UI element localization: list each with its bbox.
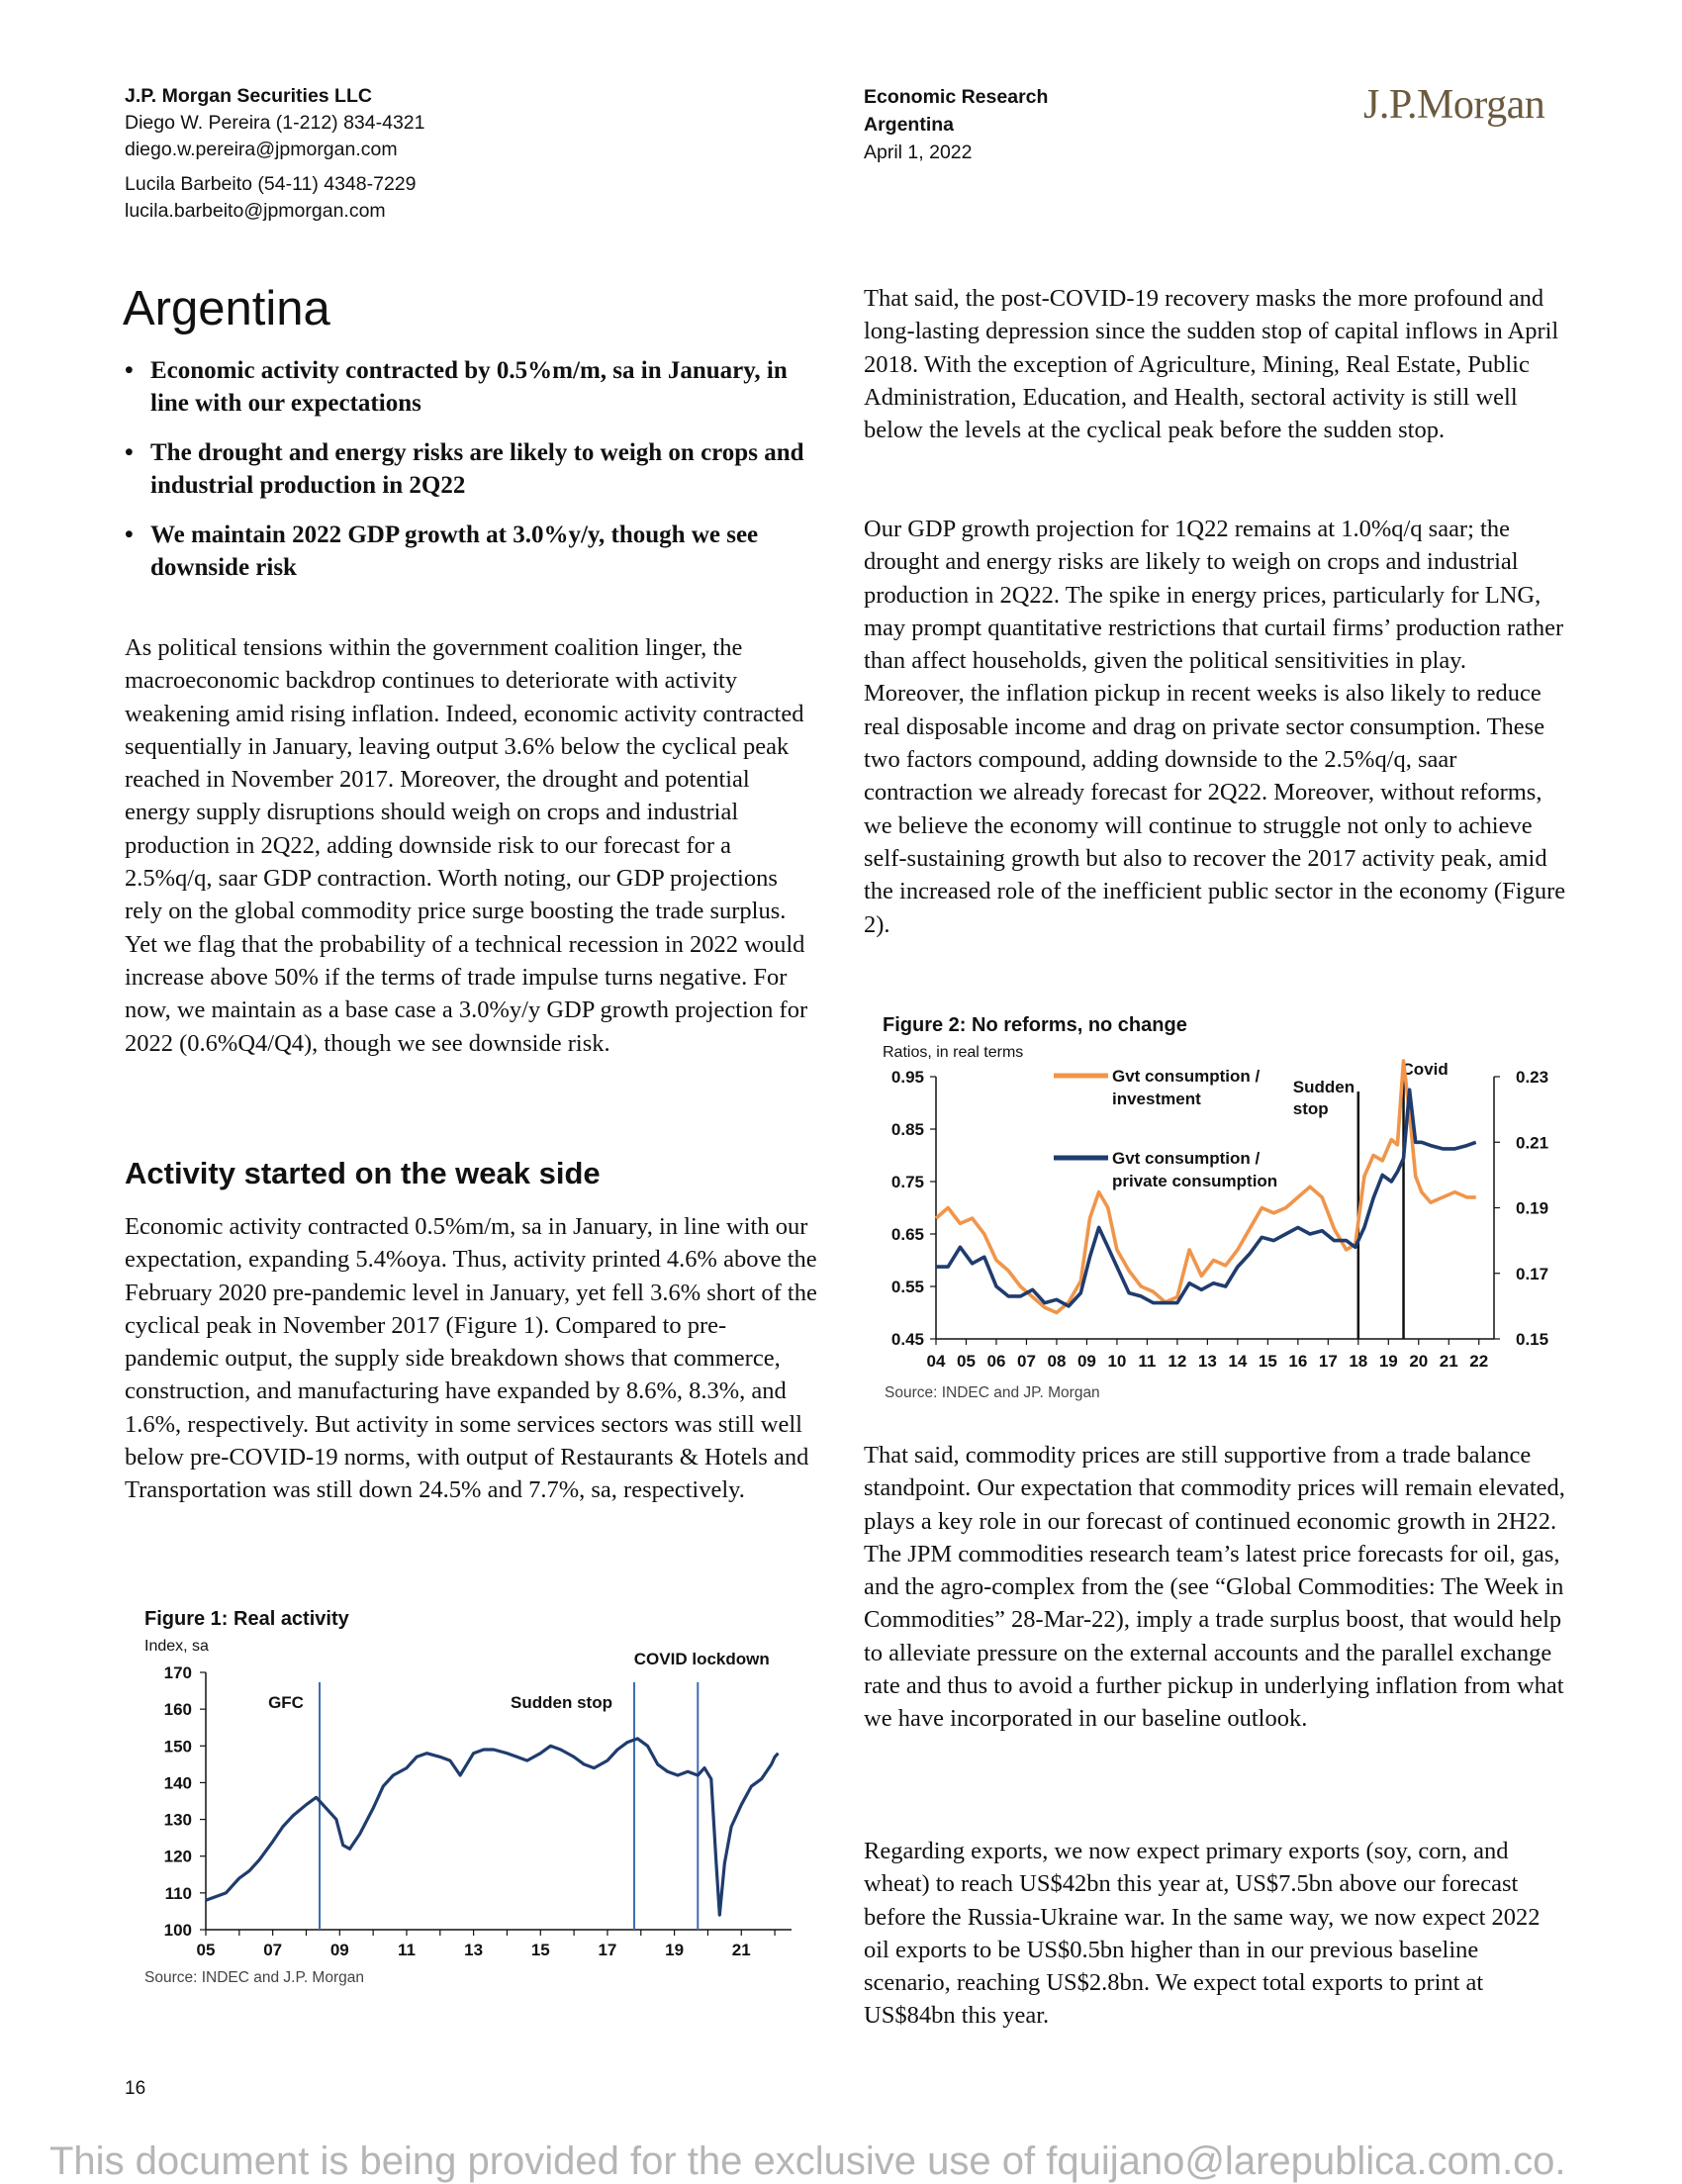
covid-label: Covid <box>1402 1060 1448 1079</box>
key-point: The drought and energy risks are likely … <box>123 436 815 502</box>
x-tick-label: 17 <box>598 1941 616 1959</box>
sudden-stop-label: Sudden stop <box>1293 1078 1355 1118</box>
y-tick-label: 110 <box>165 1884 192 1903</box>
x-tick-label: 07 <box>263 1941 282 1959</box>
y-tick-label: 120 <box>164 1848 192 1866</box>
commodity-paragraph: That said, commodity prices are still su… <box>864 1442 1565 1733</box>
left-y-tick-label: 0.65 <box>891 1225 924 1244</box>
usage-watermark: This document is being provided for the … <box>49 2139 1566 2183</box>
left-y-tick-label: 0.95 <box>891 1068 924 1087</box>
gdp-projection-paragraph: Our GDP growth projection for 1Q22 remai… <box>864 516 1566 938</box>
real-activity-line <box>205 1737 780 1917</box>
figure-2-source: Source: INDEC and JP. Morgan <box>885 1384 1100 1401</box>
figure-1-ylabel: Index, sa <box>144 1638 209 1655</box>
page-number: 16 <box>125 2078 146 2099</box>
event-label: Sudden stop <box>511 1693 612 1712</box>
x-tick-label: 18 <box>1349 1352 1367 1371</box>
x-tick-label: 22 <box>1469 1352 1488 1371</box>
y-tick-label: 170 <box>164 1663 192 1682</box>
x-tick-label: 20 <box>1409 1352 1428 1371</box>
author1-contact: Diego W. Pereira (1-212) 834-4321 <box>125 112 425 134</box>
figure-1-title: Figure 1: Real activity <box>144 1608 350 1630</box>
event-label: COVID lockdown <box>634 1650 770 1668</box>
left-y-tick-label: 0.85 <box>891 1120 924 1139</box>
x-tick-label: 11 <box>398 1941 416 1959</box>
section-heading: Activity started on the weak side <box>125 1156 601 1190</box>
figure-1-source: Source: INDEC and J.P. Morgan <box>144 1969 364 1986</box>
intro-paragraph: As political tensions within the governm… <box>125 634 808 1057</box>
x-tick-label: 15 <box>531 1941 550 1959</box>
left-y-tick-label: 0.55 <box>891 1278 924 1296</box>
right-y-tick-label: 0.19 <box>1516 1199 1548 1218</box>
author2-contact: Lucila Barbeito (54-11) 4348-7229 <box>125 173 417 195</box>
sudden-stop-paragraph: That said, the post-COVID-19 recovery ma… <box>864 285 1559 444</box>
figure-2-ylabel: Ratios, in real terms <box>883 1044 1023 1061</box>
x-tick-label: 15 <box>1259 1352 1277 1371</box>
x-tick-label: 07 <box>1017 1352 1036 1371</box>
x-tick-label: 09 <box>1077 1352 1096 1371</box>
department: Economic Research <box>864 86 1049 108</box>
left-y-tick-label: 0.75 <box>891 1173 924 1191</box>
y-tick-label: 130 <box>164 1811 192 1830</box>
activity-paragraph: Economic activity contracted 0.5%m/m, sa… <box>125 1213 817 1504</box>
event-label: GFC <box>268 1693 304 1712</box>
key-points-list: Economic activity contracted by 0.5%m/m,… <box>123 354 815 601</box>
exports-paragraph: Regarding exports, we now expect primary… <box>864 1838 1541 2030</box>
legend-label-investment: Gvt consumption / investment <box>1112 1067 1261 1108</box>
author-block: J.P. Morgan Securities LLC Diego W. Pere… <box>125 83 425 225</box>
right-y-tick-label: 0.23 <box>1516 1068 1548 1087</box>
country: Argentina <box>864 114 955 136</box>
y-tick-label: 140 <box>164 1773 192 1792</box>
right-y-tick-label: 0.15 <box>1516 1330 1548 1349</box>
figure-2-title: Figure 2: No reforms, no change <box>883 1014 1187 1036</box>
x-tick-label: 14 <box>1228 1352 1247 1371</box>
x-tick-label: 06 <box>987 1352 1006 1371</box>
x-tick-label: 13 <box>1198 1352 1217 1371</box>
author1-email[interactable]: diego.w.pereira@jpmorgan.com <box>125 139 398 160</box>
firm-name: J.P. Morgan Securities LLC <box>125 85 372 107</box>
x-tick-label: 12 <box>1168 1352 1186 1371</box>
x-tick-label: 11 <box>1138 1352 1156 1371</box>
report-meta: Economic Research Argentina April 1, 202… <box>864 83 1048 166</box>
x-tick-label: 19 <box>665 1941 684 1959</box>
report-date: April 1, 2022 <box>864 142 973 163</box>
figure-2-legend: Gvt consumption / investment Gvt consumpt… <box>1054 1067 1277 1190</box>
y-tick-label: 100 <box>164 1921 192 1940</box>
figure-2-ratios-chart: Figure 2: No reforms, no change Ratios, … <box>883 1014 1548 1401</box>
y-tick-label: 160 <box>164 1700 192 1719</box>
page-title: Argentina <box>123 282 330 335</box>
author2-email[interactable]: lucila.barbeito@jpmorgan.com <box>125 200 386 222</box>
jpmorgan-logo: J.P.Morgan <box>1363 82 1545 128</box>
right-y-tick-label: 0.17 <box>1516 1265 1548 1283</box>
x-tick-label: 04 <box>927 1352 946 1371</box>
left-y-tick-label: 0.45 <box>891 1330 924 1349</box>
x-tick-label: 13 <box>464 1941 483 1959</box>
x-tick-label: 21 <box>1440 1352 1458 1371</box>
x-tick-label: 17 <box>1319 1352 1338 1371</box>
x-tick-label: 05 <box>197 1941 216 1959</box>
x-tick-label: 08 <box>1047 1352 1066 1371</box>
key-point: We maintain 2022 GDP growth at 3.0%y/y, … <box>123 519 815 584</box>
legend-label-private-consumption: Gvt consumption / private consumption <box>1112 1149 1277 1190</box>
x-tick-label: 19 <box>1379 1352 1398 1371</box>
gvt-investment-line <box>934 1059 1476 1315</box>
key-point: Economic activity contracted by 0.5%m/m,… <box>123 354 815 420</box>
gvt-private-consumption-line <box>936 1088 1477 1308</box>
x-tick-label: 05 <box>957 1352 976 1371</box>
figure-1-real-activity-chart: Figure 1: Real activity Index, sa 100110… <box>144 1608 792 1986</box>
y-tick-label: 150 <box>164 1737 192 1756</box>
x-tick-label: 16 <box>1288 1352 1307 1371</box>
x-tick-label: 09 <box>330 1941 349 1959</box>
right-y-tick-label: 0.21 <box>1516 1133 1548 1152</box>
x-tick-label: 10 <box>1107 1352 1126 1371</box>
x-tick-label: 21 <box>732 1941 751 1959</box>
